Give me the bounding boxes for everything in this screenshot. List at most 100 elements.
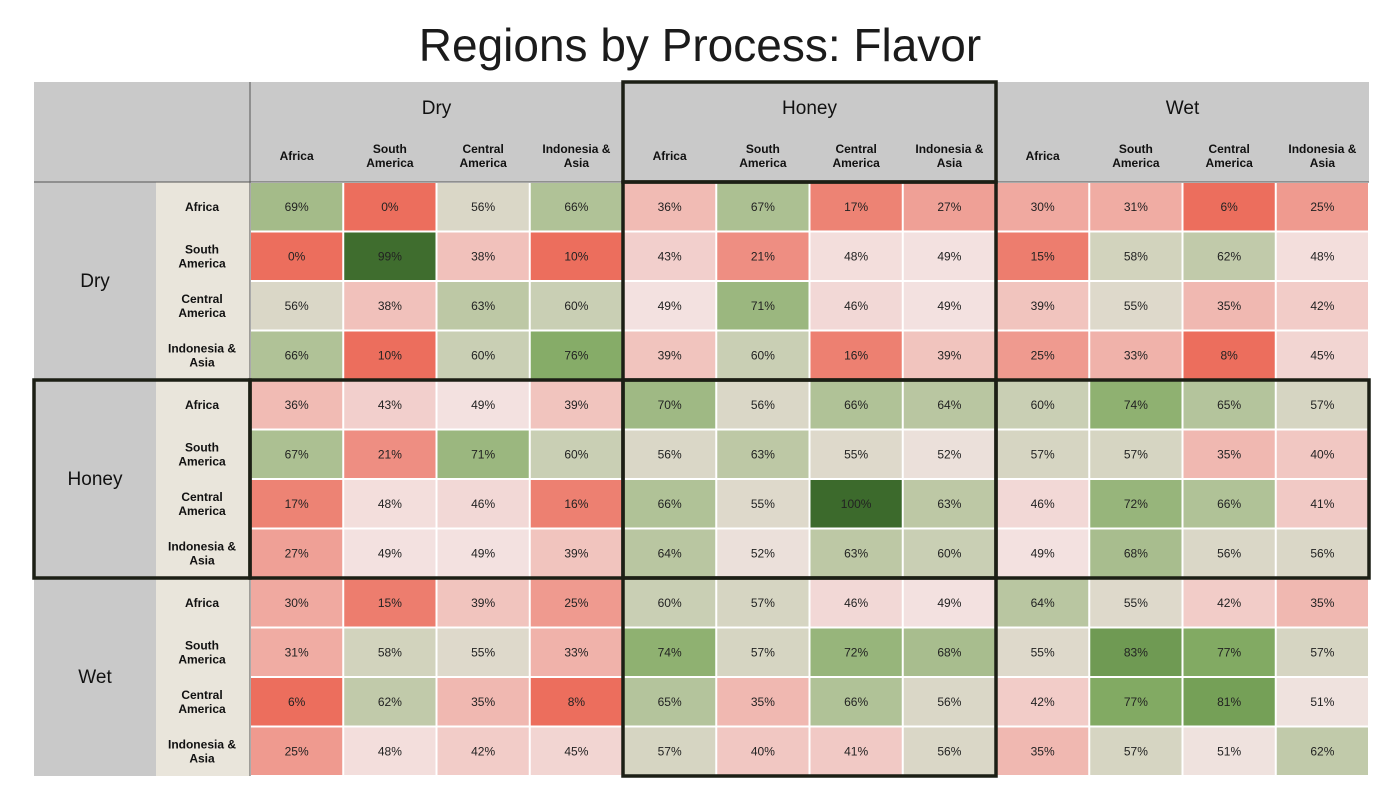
- column-process-label: Honey: [782, 98, 837, 119]
- cell-value: 43%: [658, 249, 682, 263]
- column-region-label: Central: [835, 142, 876, 156]
- cell-value: 57%: [1310, 645, 1334, 659]
- cell-value: 56%: [937, 695, 961, 709]
- column-region-label: Asia: [564, 156, 590, 170]
- cell-value: 43%: [378, 398, 402, 412]
- column-region-label: America: [832, 156, 880, 170]
- cell-value: 63%: [471, 299, 495, 313]
- cell-value: 55%: [844, 447, 868, 461]
- heatmap-cell: [530, 381, 622, 429]
- heatmap-cell: [624, 381, 716, 429]
- block-border: [621, 576, 998, 778]
- cell-value: 42%: [471, 744, 495, 758]
- heatmap-cell: [717, 678, 809, 726]
- heatmap-cell: [624, 480, 716, 528]
- cell-value: 68%: [937, 645, 961, 659]
- row-region-label: Indonesia &: [168, 539, 236, 553]
- cell-value: 35%: [751, 695, 775, 709]
- column-region-label: Africa: [653, 149, 687, 163]
- row-region-label: America: [178, 454, 226, 468]
- heatmap-cell: [1090, 480, 1182, 528]
- heatmap-cell: [903, 381, 995, 429]
- cell-value: 56%: [1217, 546, 1241, 560]
- column-process-label: Wet: [1166, 98, 1200, 119]
- column-region-label: Indonesia &: [542, 142, 610, 156]
- row-region-label: Indonesia &: [168, 341, 236, 355]
- cell-value: 31%: [1124, 200, 1148, 214]
- heatmap-cell: [810, 430, 902, 478]
- cell-value: 56%: [1310, 546, 1334, 560]
- cell-value: 56%: [937, 744, 961, 758]
- cell-value: 25%: [1310, 200, 1334, 214]
- row-region-label: Indonesia &: [168, 737, 236, 751]
- row-region-label: Asia: [189, 355, 215, 369]
- cell-value: 45%: [564, 744, 588, 758]
- cell-value: 58%: [378, 645, 402, 659]
- cell-value: 72%: [844, 645, 868, 659]
- heatmap-cell: [251, 579, 343, 627]
- cell-value: 16%: [564, 497, 588, 511]
- cell-value: 58%: [1124, 249, 1148, 263]
- cell-value: 49%: [658, 299, 682, 313]
- cell-value: 49%: [937, 249, 961, 263]
- heatmap-cell: [810, 183, 902, 231]
- cell-value: 40%: [751, 744, 775, 758]
- cell-value: 48%: [378, 497, 402, 511]
- heatmap-cell: [810, 678, 902, 726]
- cell-value: 65%: [1217, 398, 1241, 412]
- cell-value: 35%: [1217, 299, 1241, 313]
- cell-value: 57%: [1124, 447, 1148, 461]
- cell-value: 57%: [1031, 447, 1055, 461]
- heatmap-cell: [344, 678, 436, 726]
- heatmap-cell: [903, 628, 995, 676]
- heatmap-cell: [1276, 480, 1368, 528]
- heatmap-cell: [997, 628, 1089, 676]
- heatmap-cell: [530, 727, 622, 775]
- heatmap-cell: [903, 183, 995, 231]
- cell-value: 46%: [1031, 497, 1055, 511]
- row-region-label: Central: [181, 490, 222, 504]
- cell-value: 42%: [1310, 299, 1334, 313]
- cell-value: 35%: [1217, 447, 1241, 461]
- column-region-label: America: [1112, 156, 1160, 170]
- cell-value: 46%: [844, 596, 868, 610]
- heatmap-cell: [1276, 579, 1368, 627]
- cell-value: 17%: [285, 497, 309, 511]
- heatmap-cell: [1090, 232, 1182, 280]
- cell-value: 63%: [937, 497, 961, 511]
- heatmap-cell: [997, 529, 1089, 577]
- heatmap-cell: [624, 331, 716, 379]
- heatmap-cell: [717, 282, 809, 330]
- heatmap-cell: [717, 480, 809, 528]
- cell-value: 21%: [378, 447, 402, 461]
- cell-value: 6%: [1220, 200, 1238, 214]
- heatmap-cell: [997, 678, 1089, 726]
- cell-value: 51%: [1310, 695, 1334, 709]
- cell-value: 60%: [751, 348, 775, 362]
- cell-value: 15%: [378, 596, 402, 610]
- heatmap-cell: [530, 282, 622, 330]
- heatmap-cell: [1183, 381, 1275, 429]
- heatmap-cell: [1276, 282, 1368, 330]
- cell-value: 27%: [285, 546, 309, 560]
- heatmap-cell: [251, 480, 343, 528]
- row-region-column: [156, 182, 250, 776]
- heatmap-cell: [997, 727, 1089, 775]
- row-region-label: America: [178, 256, 226, 270]
- heatmap-cell: [251, 331, 343, 379]
- heatmap-cell: [810, 232, 902, 280]
- heatmap-cell: [1276, 529, 1368, 577]
- heatmap-cell: [997, 183, 1089, 231]
- heatmap-cell: [810, 480, 902, 528]
- cell-value: 41%: [844, 744, 868, 758]
- row-region-label: Africa: [185, 398, 219, 412]
- cell-value: 60%: [564, 447, 588, 461]
- cell-value: 48%: [844, 249, 868, 263]
- heatmap-cell: [1183, 232, 1275, 280]
- heatmap-cell: [1090, 579, 1182, 627]
- cell-value: 57%: [1124, 744, 1148, 758]
- heatmap-cell: [1183, 579, 1275, 627]
- heatmap-cell: [624, 529, 716, 577]
- cell-value: 62%: [1310, 744, 1334, 758]
- heatmap-cell: [251, 678, 343, 726]
